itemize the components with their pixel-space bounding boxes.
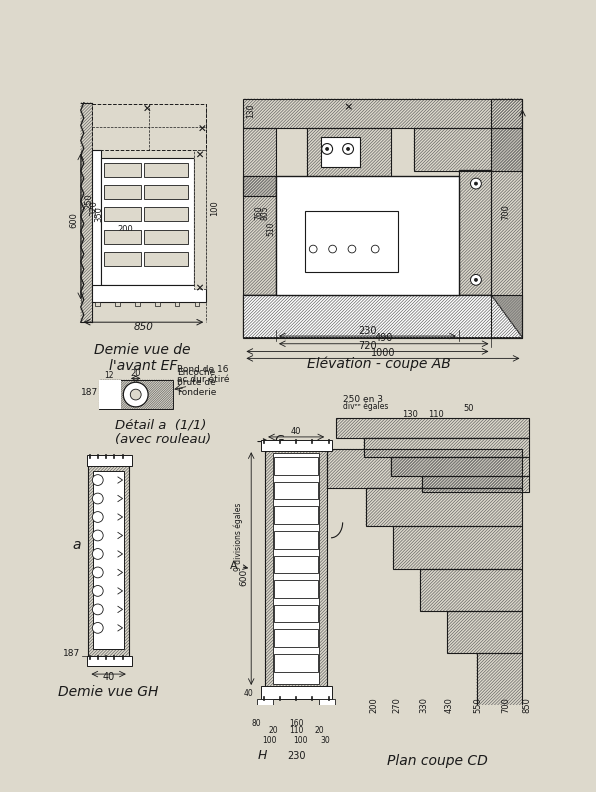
Bar [104, 185, 141, 199]
Text: 100: 100 [262, 737, 277, 745]
Text: Demie vue de
l'avant EF: Demie vue de l'avant EF [94, 343, 191, 373]
Text: 40: 40 [103, 672, 114, 682]
Bar [274, 654, 318, 672]
Bar [243, 99, 523, 128]
Text: 230: 230 [287, 751, 305, 761]
Bar [101, 158, 194, 285]
Text: 430: 430 [445, 697, 454, 713]
Bar [420, 569, 523, 611]
Text: 600: 600 [239, 569, 248, 586]
Text: 760: 760 [254, 206, 263, 220]
Bar [104, 208, 141, 221]
Text: 1000: 1000 [371, 348, 395, 358]
Bar [274, 531, 318, 549]
Bar [92, 150, 101, 293]
Text: 80: 80 [252, 719, 261, 729]
Text: 550: 550 [474, 697, 483, 713]
Text: 9 divisions égales: 9 divisions égales [234, 502, 243, 570]
Text: 130: 130 [402, 410, 418, 419]
Circle shape [92, 623, 103, 634]
Bar [265, 449, 327, 688]
Text: 510: 510 [267, 221, 276, 236]
Bar [243, 176, 276, 295]
Bar [100, 380, 173, 409]
Text: 20: 20 [315, 725, 324, 735]
Bar [269, 710, 281, 719]
Bar [87, 656, 132, 666]
Circle shape [92, 549, 103, 559]
Bar [305, 211, 399, 272]
Text: 350: 350 [94, 206, 103, 222]
Text: 20: 20 [131, 369, 141, 378]
Text: 18: 18 [89, 658, 98, 664]
Text: 20: 20 [268, 725, 278, 735]
Circle shape [371, 246, 379, 253]
Bar [366, 488, 523, 526]
Text: 250 en 3: 250 en 3 [343, 394, 383, 403]
Text: 850: 850 [523, 697, 532, 713]
Bar [194, 150, 206, 289]
Circle shape [474, 278, 477, 281]
Bar [144, 252, 188, 266]
Bar [144, 230, 188, 244]
Text: 187: 187 [80, 387, 98, 397]
Text: Elévation - coupe AB: Elévation - coupe AB [307, 357, 451, 371]
Circle shape [92, 530, 103, 541]
Text: 110: 110 [337, 201, 352, 210]
Text: 1: 1 [103, 658, 108, 664]
Circle shape [348, 246, 356, 253]
Text: Demie vue GH: Demie vue GH [58, 684, 159, 699]
Bar [115, 303, 120, 306]
Bar [100, 380, 121, 409]
Bar [257, 699, 273, 710]
Text: 160: 160 [289, 719, 303, 729]
Bar [104, 163, 141, 177]
Bar [274, 605, 318, 623]
Circle shape [123, 383, 148, 407]
Bar [155, 303, 160, 306]
Text: 110: 110 [289, 725, 303, 735]
Bar [274, 482, 318, 499]
Circle shape [322, 143, 333, 154]
Bar [274, 506, 318, 524]
Circle shape [470, 275, 482, 285]
Text: a: a [72, 539, 80, 552]
Bar [459, 169, 492, 295]
Text: 320: 320 [439, 206, 448, 220]
Text: 250: 250 [85, 193, 94, 208]
Text: 100: 100 [293, 737, 308, 745]
Circle shape [92, 567, 103, 578]
Circle shape [309, 246, 317, 253]
Bar [175, 303, 179, 306]
Bar [327, 449, 523, 488]
Bar [312, 710, 323, 719]
Bar [274, 555, 318, 573]
Text: Rond de 16
ac.dur étiré: Rond de 16 ac.dur étiré [177, 365, 229, 384]
Bar [135, 303, 139, 306]
Text: Détail a  (1/1)
(avec rouleau): Détail a (1/1) (avec rouleau) [115, 418, 211, 447]
Bar [337, 418, 529, 438]
Text: A: A [230, 561, 247, 570]
Bar [265, 719, 327, 736]
Text: 850: 850 [134, 322, 153, 332]
Bar [144, 185, 188, 199]
Bar [307, 128, 391, 176]
Text: 35: 35 [115, 658, 124, 664]
Bar [88, 465, 129, 656]
Bar [274, 630, 318, 647]
Circle shape [474, 182, 477, 185]
Circle shape [343, 143, 353, 154]
Text: 200: 200 [369, 697, 378, 713]
Bar [144, 208, 188, 221]
Bar [104, 230, 141, 244]
Text: 250: 250 [431, 198, 440, 212]
Text: 20: 20 [369, 201, 378, 210]
Bar [195, 303, 199, 306]
Bar [492, 99, 523, 337]
Text: G: G [274, 434, 284, 447]
Text: 40: 40 [244, 688, 253, 698]
Text: C: C [285, 200, 294, 214]
Text: 50: 50 [463, 404, 473, 413]
Bar [243, 295, 523, 337]
Bar [414, 128, 523, 170]
